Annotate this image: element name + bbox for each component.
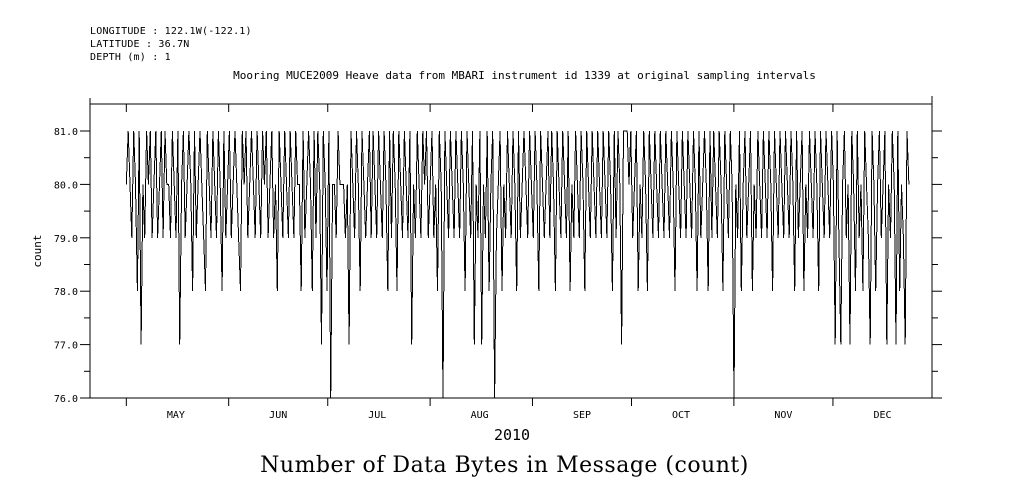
x-tick-label: AUG (471, 410, 489, 421)
y-tick-label: 78.0 (54, 287, 78, 298)
figure-caption: Number of Data Bytes in Message (count) (260, 453, 749, 478)
x-tick-label: NOV (774, 410, 792, 421)
y-tick-label: 77.0 (54, 341, 78, 352)
tick-marks (80, 96, 942, 406)
x-tick-label: OCT (672, 410, 690, 421)
x-tick-label: JUL (368, 410, 386, 421)
y-axis-label: count (31, 234, 44, 267)
longitude-label: LONGITUDE : 122.1W(-122.1) (90, 26, 252, 37)
y-tick-label: 79.0 (54, 234, 78, 245)
x-tick-label: SEP (573, 410, 591, 421)
x-tick-label: JUN (269, 410, 287, 421)
x-axis-label: 2010 (494, 426, 530, 444)
y-tick-label: 76.0 (54, 394, 78, 405)
chart-title: Mooring MUCE2009 Heave data from MBARI i… (233, 69, 816, 82)
depth-label: DEPTH (m) : 1 (90, 52, 171, 63)
y-tick-label: 80.0 (54, 180, 78, 191)
latitude-label: LATITUDE : 36.7N (90, 39, 190, 50)
x-tick-labels: MAY JUN JUL AUG SEP OCT NOV DEC (167, 410, 892, 421)
x-tick-label: MAY (167, 410, 185, 421)
y-tick-labels: 76.0 77.0 78.0 79.0 80.0 81.0 (54, 127, 78, 405)
y-tick-label: 81.0 (54, 127, 78, 138)
x-tick-label: DEC (873, 410, 891, 421)
plot-frame (89, 103, 933, 399)
series-line (125, 130, 910, 399)
